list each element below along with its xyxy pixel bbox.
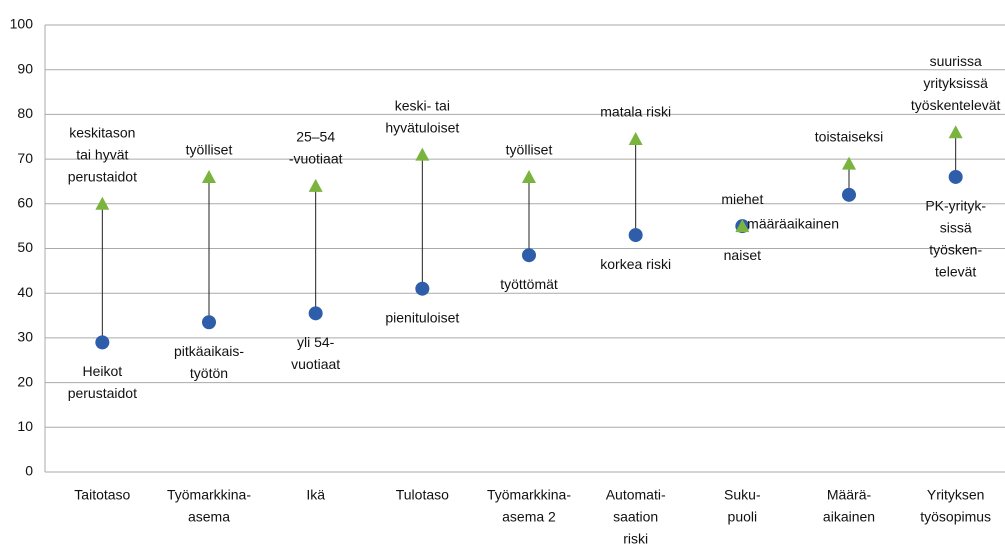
x-tick-label: Määrä- (827, 487, 872, 503)
point-label: yli 54- (297, 334, 335, 350)
point-label: miehet (721, 191, 763, 207)
low-point (95, 335, 110, 350)
y-tick-label: 10 (17, 418, 33, 434)
point-label: suurissa (930, 53, 982, 69)
point-label: perustaidot (68, 169, 137, 185)
point-label: televät (935, 264, 976, 280)
point-label: keski- tai (395, 97, 450, 113)
x-tick-label: Automati- (606, 487, 666, 503)
x-tick-label: asema (188, 509, 230, 525)
y-tick-label: 0 (25, 463, 33, 479)
point-label: työlliset (506, 142, 553, 158)
x-tick-label: asema 2 (502, 509, 556, 525)
x-tick-label: Työmarkkina- (167, 487, 251, 503)
point-label: pienituloiset (385, 309, 459, 325)
y-tick-label: 80 (17, 105, 33, 121)
low-point (202, 315, 216, 330)
low-point (628, 228, 643, 243)
point-label: vuotiaat (291, 356, 340, 372)
low-point (415, 281, 430, 296)
high-point (95, 196, 110, 210)
high-point (948, 125, 963, 139)
x-tick-label: Suku- (724, 487, 761, 503)
point-label: määräaikainen (747, 216, 839, 232)
point-label: korkea riski (600, 256, 671, 272)
y-tick-label: 90 (17, 60, 33, 76)
high-point (202, 169, 216, 183)
point-label: työlliset (186, 142, 233, 158)
y-tick-label: 30 (17, 329, 33, 345)
y-tick-label: 20 (17, 373, 33, 389)
x-tick-label: Yrityksen (927, 487, 985, 503)
x-tick-label: saation (613, 509, 658, 525)
point-label: tai hyvät (76, 147, 128, 163)
x-tick-label: Ikä (306, 487, 325, 503)
point-label: pitkäaikais- (174, 343, 244, 359)
high-point (735, 219, 750, 233)
high-point (308, 178, 323, 192)
point-label: perustaidot (68, 385, 137, 401)
point-label: PK-yrityk- (925, 198, 986, 214)
point-label: -vuotiaat (289, 151, 343, 167)
high-point (415, 147, 430, 161)
high-point (842, 156, 856, 170)
point-label: työskentelevät (911, 97, 1001, 113)
y-tick-label: 40 (17, 284, 33, 300)
point-label: 25–54 (296, 129, 335, 145)
low-point (308, 306, 323, 321)
point-label: hyvätuloiset (385, 119, 459, 135)
x-tick-label: työsopimus (920, 509, 991, 525)
y-tick-label: 100 (10, 16, 34, 32)
point-label: naiset (724, 247, 761, 263)
x-tick-label: Tulotaso (396, 487, 449, 503)
point-label: työtön (190, 365, 228, 381)
x-tick-label: Työmarkkina- (487, 487, 571, 503)
point-label: työsken- (929, 242, 982, 258)
x-tick-label: puoli (728, 509, 758, 525)
low-point (522, 248, 536, 263)
point-label: keskitason (69, 125, 135, 141)
point-label: matala riski (600, 104, 671, 120)
y-tick-label: 60 (17, 195, 33, 211)
low-point (842, 187, 856, 202)
high-point (628, 131, 643, 145)
x-tick-label: riski (623, 531, 648, 547)
point-label: työttömät (500, 276, 558, 292)
x-tick-label: aikainen (823, 509, 875, 525)
x-tick-label: Taitotaso (74, 487, 130, 503)
low-point (948, 169, 963, 184)
high-point (522, 169, 536, 183)
point-label: sissä (940, 220, 972, 236)
point-label: Heikot (82, 363, 122, 379)
y-tick-label: 70 (17, 150, 33, 166)
y-tick-label: 50 (17, 239, 33, 255)
point-label: yrityksissä (923, 75, 988, 91)
point-label: toistaiseksi (815, 128, 883, 144)
